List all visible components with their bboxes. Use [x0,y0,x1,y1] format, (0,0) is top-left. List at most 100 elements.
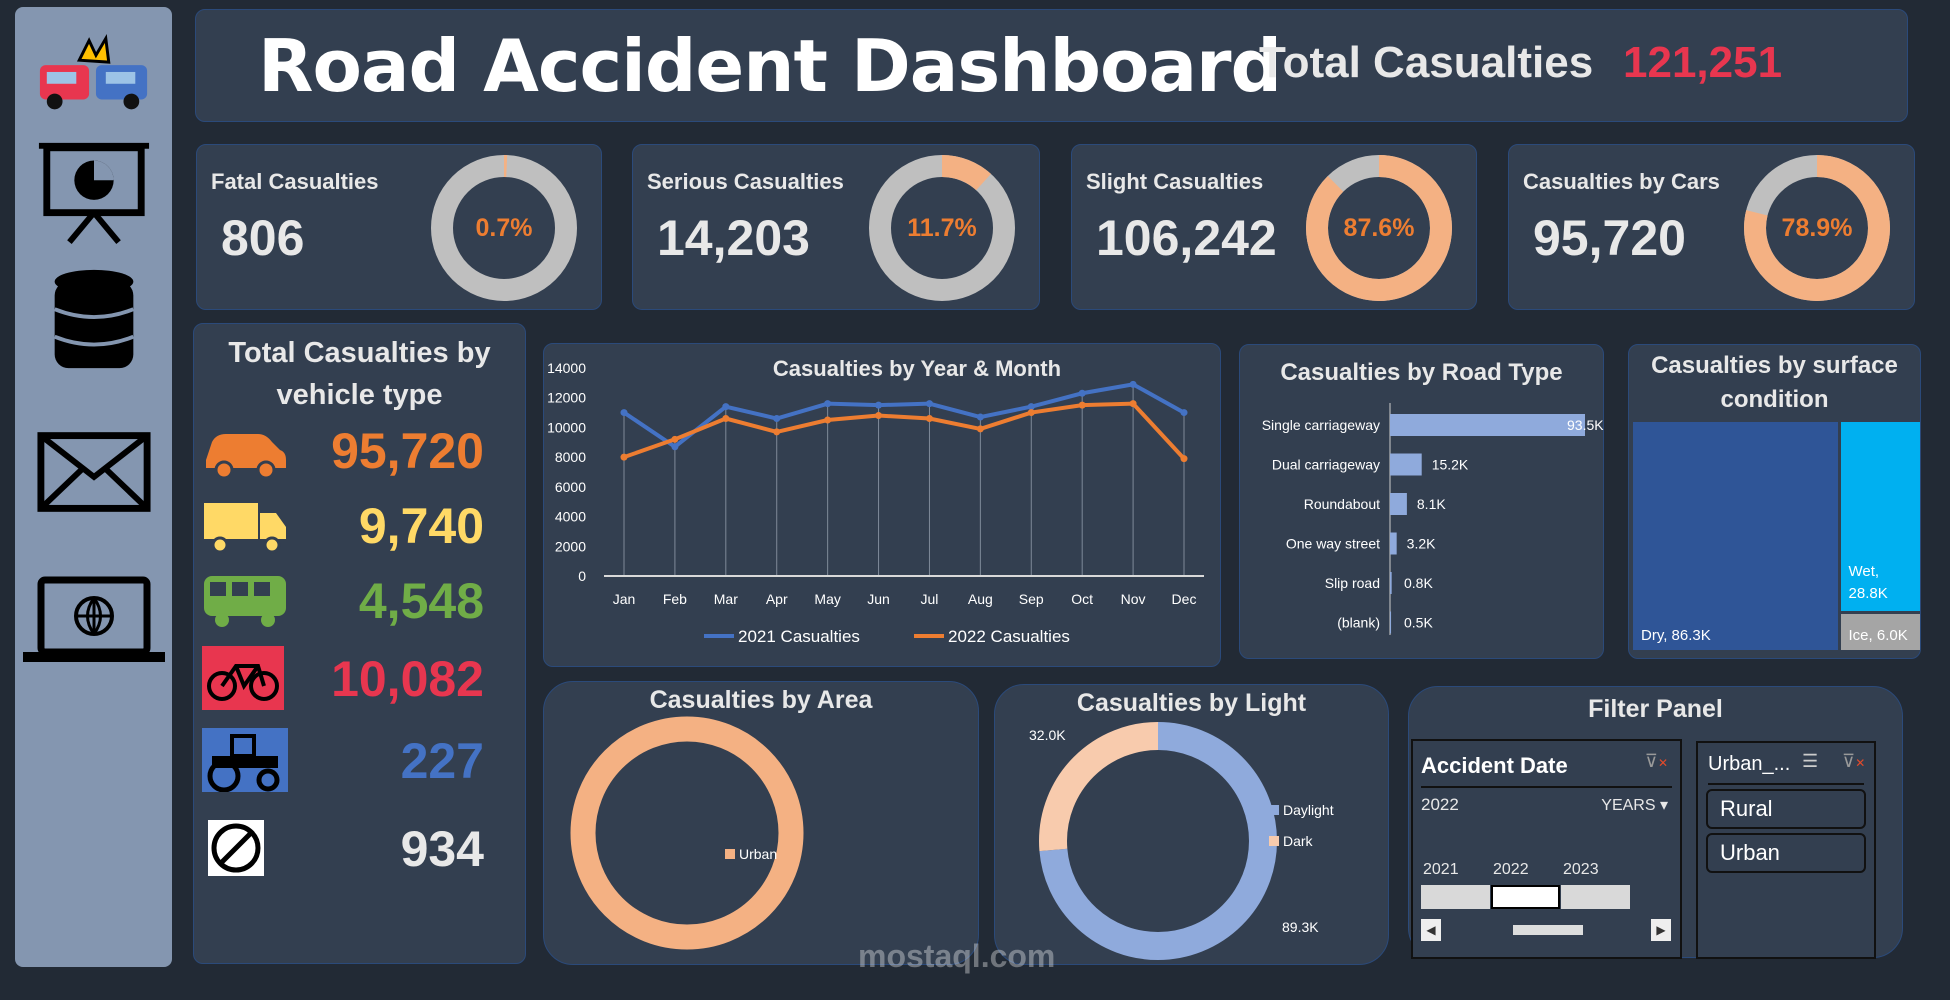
category-label: (blank) [1337,615,1380,631]
scroll-left-button[interactable]: ◀ [1421,919,1441,941]
x-tick-label: Nov [1121,591,1146,607]
year-bar-2023[interactable] [1561,885,1630,909]
database-icon[interactable] [35,265,153,375]
bar [1390,493,1407,515]
donut-share [431,155,577,301]
x-tick-label: Aug [968,591,993,607]
data-point [925,415,933,423]
page-title: Road Accident Dashboard [258,24,1282,108]
bar-value-label: 0.5K [1404,615,1433,631]
vehicle-row: 934 [194,812,524,892]
data-point [824,400,832,408]
slicer-option-rural[interactable]: Rural [1706,789,1866,829]
data-point [773,428,781,436]
kpi-donut [869,155,1015,301]
scroll-right-button[interactable]: ▶ [1651,919,1671,941]
x-tick-label: Jul [921,591,939,607]
accident-date-timeline[interactable]: Accident Date ⊽✕ 2022 YEARS ▾ 2021 2022 … [1411,739,1682,959]
car-crash-icon[interactable] [35,15,153,125]
x-tick-label: Sep [1019,591,1044,607]
bar-value-label: 8.1K [1417,496,1446,512]
category-label: Roundabout [1304,496,1380,512]
kpi-value: 95,720 [1533,210,1686,266]
timeline-level: YEARS [1601,797,1656,814]
road-type-title: Casualties by Road Type [1280,359,1563,386]
filter-panel: Filter Panel Accident Date ⊽✕ 2022 YEARS… [1408,686,1903,959]
slicer-title: Urban_... [1708,753,1791,775]
truck-icon [204,503,286,554]
laptop-globe-icon[interactable] [19,567,169,677]
donut-remainder [431,155,577,301]
legend-label: Dark [1283,833,1314,849]
clear-filter-icon[interactable]: ⊽✕ [1842,751,1866,771]
kpi-label: Fatal Casualties [211,169,379,194]
data-point [620,409,628,417]
data-point [875,401,883,409]
x-tick-label: Mar [714,591,738,607]
multi-select-icon[interactable]: ☰ [1802,751,1819,771]
bar-value-label: 3.2K [1407,536,1436,552]
category-label: Single carriageway [1262,417,1380,433]
kpi-donut [1744,155,1890,301]
x-tick-label: Jan [613,591,636,607]
clear-filter-icon[interactable]: ⊽✕ [1644,751,1668,771]
vehicle-type-panel: Total Casualties by vehicle type 95,720 9… [193,323,526,964]
kpi-value: 106,242 [1096,210,1277,266]
timeline-scrollbar[interactable] [1513,925,1583,935]
slicer-option-urban[interactable]: Urban [1706,833,1866,873]
surface-treemap: Dry, 86.3K Wet, 28.8K Ice, 6.0K [1633,422,1920,650]
presentation-chart-icon[interactable] [35,137,153,247]
bar [1390,611,1392,634]
vehicle-row: 4,548 [194,564,524,644]
kpi-card: Casualties by Cars 95,720 78.9% [1508,144,1915,310]
timeline-level-dropdown[interactable]: YEARS ▾ [1601,797,1668,814]
kpi-value: 14,203 [657,210,810,266]
donut-remainder [869,155,1015,301]
data-point [722,403,730,411]
year-label-2023: 2023 [1563,861,1599,878]
data-point [773,415,781,423]
x-tick-label: Dec [1172,591,1197,607]
vehicle-row: 9,740 [194,489,524,569]
y-tick-label: 6000 [555,479,586,495]
vehicle-count: 9,740 [358,498,484,554]
year-bar-2022-selected[interactable] [1491,885,1560,909]
surface-panel: Casualties by surface condition Dry, 86.… [1628,344,1921,659]
line-chart-panel: Casualties by Year & Month 0 2000 4000 6000 8… [543,343,1221,667]
vehicle-row: 95,720 [194,414,524,494]
series-line [622,382,1185,450]
kpi-label: Serious Casualties [647,169,844,194]
legend-label: Daylight [1283,802,1334,818]
legend-label: 2022 Casualties [948,627,1070,646]
y-tick-label: 2000 [555,538,586,554]
year-label-2021: 2021 [1423,861,1459,878]
bicycle-icon [202,646,284,710]
timeline-title: Accident Date [1421,753,1568,778]
watermark: mostaql.com [858,938,1056,974]
surface-title: Casualties by surface condition [1651,352,1898,413]
data-point [824,416,832,424]
y-tick-label: 12000 [547,390,586,406]
series-line [623,401,1186,460]
data-point [925,400,933,408]
total-casualties-value: 121,251 [1623,38,1783,87]
bar [1390,414,1585,436]
legend-swatch [1269,805,1279,815]
vehicle-count: 934 [400,821,484,877]
filter-title: Filter Panel [1588,695,1723,723]
data-point [1027,409,1035,417]
year-bar-2021[interactable] [1421,885,1490,909]
bar-value-label: 15.2K [1432,457,1469,473]
data-point [1129,380,1137,388]
kpi-card: Slight Casualties 106,242 87.6% [1071,144,1477,310]
donut-slice [570,716,804,950]
kpi-card: Serious Casualties 14,203 11.7% [632,144,1040,310]
legend-swatch [725,849,735,859]
treemap-tile-ice: Ice, 6.0K [1840,613,1920,650]
tractor-icon [202,728,288,792]
data-point [875,412,883,420]
data-point [1180,409,1188,417]
vehicle-row: 227 [194,724,524,804]
kpi-value: 806 [221,210,305,266]
mail-icon[interactable] [35,417,153,527]
